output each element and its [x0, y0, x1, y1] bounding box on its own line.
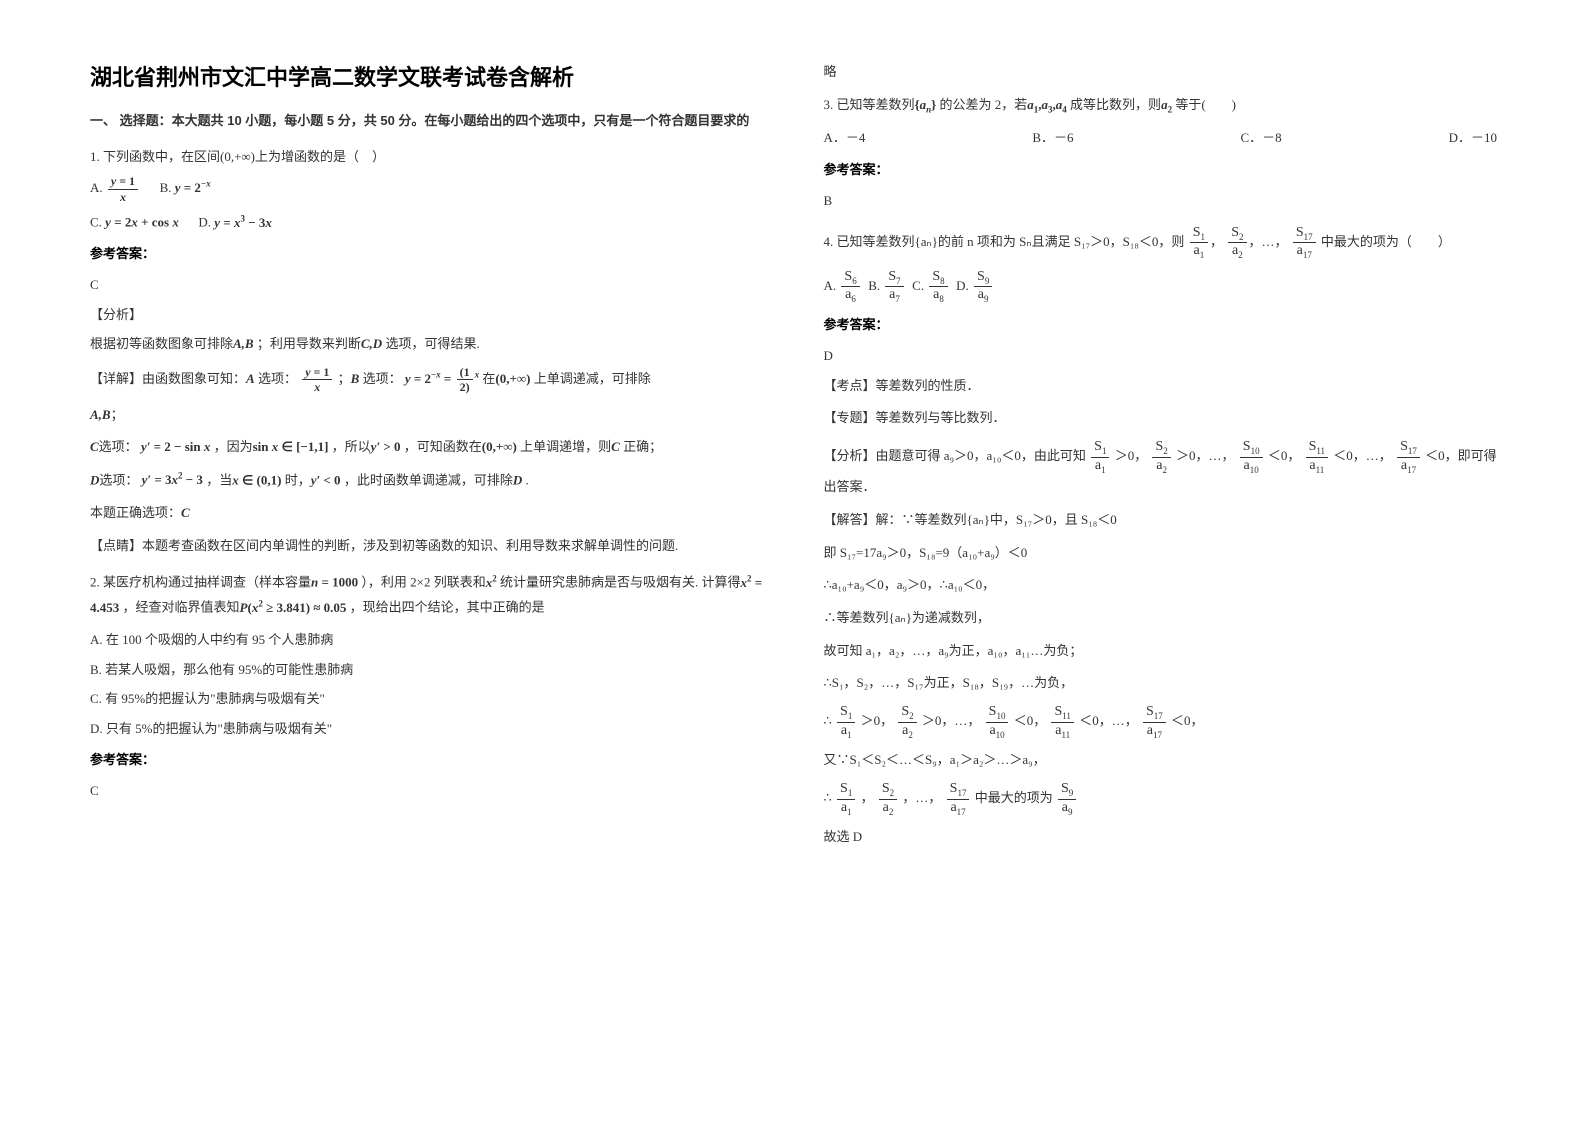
- q4-opts: A. S6a6 B. S7a7 C. S8a8 D. S9a9: [824, 269, 1498, 305]
- q4-jd-label: 【解答】解：∵等差数列{aₙ}中，S₁₇＞0，且 S₁₈＜0: [824, 508, 1498, 533]
- q1-opts-row2: C. y = 2x + cos x D. y = x3 − 3x: [90, 210, 764, 234]
- q3-stem: 3. 已知等差数列{an} 的公差为 2，若a1,a3,a4 成等比数列，则a2…: [824, 93, 1498, 119]
- left-column: 湖北省荆州市文汇中学高二数学文联考试卷含解析 一、 选择题：本大题共 10 小题…: [90, 60, 764, 1062]
- q1-optA-expr: y = 1x: [108, 174, 138, 204]
- q4-jd4: 故可知 a₁，a₂，…，a₉为正，a₁₀，a₁₁…为负；: [824, 639, 1498, 664]
- question-1: 1. 下列函数中，在区间(0,+∞)上为增函数的是（ ） A. y = 1x B…: [90, 145, 764, 558]
- q2-stem: 2. 某医疗机构通过抽样调查（样本容量n = 1000 ），利用 2×2 列联表…: [90, 570, 764, 620]
- q1-analysis-label: 【分析】: [90, 303, 764, 326]
- q1-optD-expr: y = x3 − 3x: [214, 215, 272, 230]
- q4-jd1: 即 S₁₇=17a₉＞0，S₁₈=9（a₁₀+a₉）＜0: [824, 541, 1498, 566]
- q1-optD-label: D.: [198, 215, 211, 230]
- q4-jd8: ∴ S1a1 ， S2a2 ，…， S17a17 中最大的项为 S9a9: [824, 781, 1498, 817]
- q2-brief: 略: [824, 60, 1498, 85]
- q1-detail: 【详解】由函数图象可知：A 选项： y = 1x ；B 选项： y = 2−x …: [90, 365, 764, 395]
- q2-optB: B. 若某人吸烟，那么他有 95%的可能性患肺病: [90, 658, 764, 681]
- q3-optD: D．－10: [1449, 126, 1497, 149]
- q1-point: 【点睛】本题考查函数在区间内单调性的判断，涉及到初等函数的知识、利用导数来求解单…: [90, 534, 764, 559]
- q2-ans-label: 参考答案：: [90, 748, 764, 771]
- q4-ans: D: [824, 344, 1498, 367]
- q4-kp: 【考点】等差数列的性质．: [824, 374, 1498, 399]
- q4-jd7: 又∵S₁＜S₂＜…＜S₉，a₁＞a₂＞…＞a₉，: [824, 748, 1498, 773]
- question-4: 4. 已知等差数列{aₙ}的前 n 项和为 Sₙ且满足 S₁₇＞0，S₁₈＜0，…: [824, 225, 1498, 850]
- q2-optD: D. 只有 5%的把握认为"患肺病与吸烟有关": [90, 717, 764, 740]
- q1-stem: 1. 下列函数中，在区间(0,+∞)上为增函数的是（ ）: [90, 145, 764, 168]
- q1-opts-row1: A. y = 1x B. y = 2−x: [90, 174, 764, 204]
- q2-ans: C: [90, 779, 764, 802]
- q1-d-detail: D选项： y′ = 3x2 − 3 ，当x ∈ (0,1) 时，y′ < 0 ，…: [90, 468, 764, 493]
- q4-fx: 【分析】由题意可得 a₉＞0，a₁₀＜0，由此可知 S1a1 ＞0， S2a2 …: [824, 439, 1498, 500]
- question-2: 2. 某医疗机构通过抽样调查（样本容量n = 1000 ），利用 2×2 列联表…: [90, 570, 764, 802]
- q4-jd2: ∴a₁₀+a₉＜0，a₉＞0，∴a₁₀＜0，: [824, 573, 1498, 598]
- q1-ans-label: 参考答案：: [90, 242, 764, 265]
- q1-correct: 本题正确选项：C: [90, 501, 764, 526]
- q1-analysis: 根据初等函数图象可排除A,B ；利用导数来判断C,D 选项，可得结果.: [90, 332, 764, 357]
- q4-ans-label: 参考答案：: [824, 313, 1498, 336]
- q3-optC: C．－8: [1240, 126, 1281, 149]
- q2-optA: A. 在 100 个吸烟的人中约有 95 个人患肺病: [90, 628, 764, 651]
- q4-jd9: 故选 D: [824, 825, 1498, 850]
- q1-optA-label: A.: [90, 180, 103, 195]
- q3-opts: A．－4 B．－6 C．－8 D．－10: [824, 126, 1498, 149]
- q1-optC-label: C.: [90, 215, 102, 230]
- q4-jd6: ∴ S1a1 ＞0， S2a2 ＞0，…， S10a10 ＜0， S11a11 …: [824, 704, 1498, 740]
- question-3: 3. 已知等差数列{an} 的公差为 2，若a1,a3,a4 成等比数列，则a2…: [824, 93, 1498, 213]
- q1-optB-expr: y = 2−x: [175, 180, 211, 195]
- page-title: 湖北省荆州市文汇中学高二数学文联考试卷含解析: [90, 60, 764, 92]
- q2-optC: C. 有 95%的把握认为"患肺病与吸烟有关": [90, 687, 764, 710]
- right-column: 略 3. 已知等差数列{an} 的公差为 2，若a1,a3,a4 成等比数列，则…: [824, 60, 1498, 1062]
- q1-c-detail: C选项： y′ = 2 − sin x ，因为sin x ∈ [−1,1] ，所…: [90, 435, 764, 460]
- q1-optC-expr: y = 2x + cos x: [105, 215, 179, 230]
- q3-optA: A．－4: [824, 126, 866, 149]
- q4-sp: 【专题】等差数列与等比数列．: [824, 406, 1498, 431]
- q4-jd5: ∴S₁，S₂，…，S₁₇为正，S₁₈，S₁₉，…为负，: [824, 671, 1498, 696]
- q1-optB-label: B.: [160, 180, 172, 195]
- q3-ans-label: 参考答案：: [824, 158, 1498, 181]
- q3-ans: B: [824, 189, 1498, 212]
- q1-ans: C: [90, 273, 764, 296]
- section-intro: 一、 选择题：本大题共 10 小题，每小题 5 分，共 50 分。在每小题给出的…: [90, 110, 764, 129]
- q3-optB: B．－6: [1032, 126, 1073, 149]
- q1-ab: A,B；: [90, 403, 764, 428]
- q4-jd3: ∴等差数列{aₙ}为递减数列，: [824, 606, 1498, 631]
- q4-stem: 4. 已知等差数列{aₙ}的前 n 项和为 Sₙ且满足 S₁₇＞0，S₁₈＜0，…: [824, 225, 1498, 261]
